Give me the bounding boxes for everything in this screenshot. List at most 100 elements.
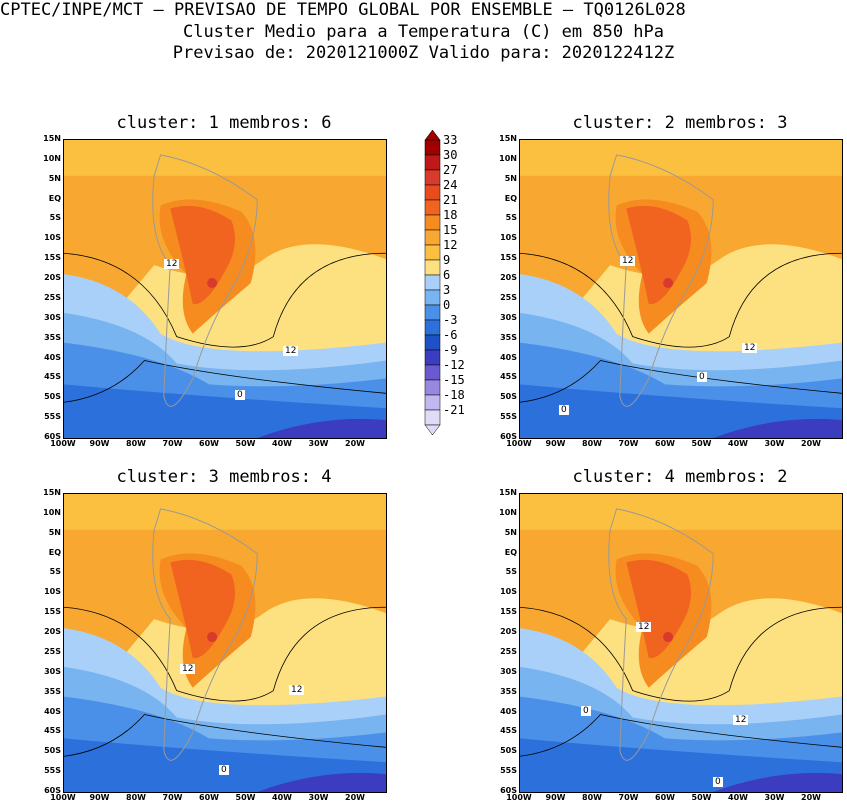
contour-label: 12 (180, 664, 196, 674)
colorbar-label: 0 (443, 298, 451, 312)
latitude-label: 20S (44, 273, 61, 283)
latitude-label: 45S (500, 372, 517, 382)
latitude-label: 35S (44, 686, 61, 696)
longitude-label: 60W (199, 439, 219, 448)
colorbar-label: 3 (443, 283, 451, 297)
latitude-label: 45S (500, 726, 517, 736)
latitude-label: 30S (500, 666, 517, 676)
longitude-label: 50W (235, 439, 256, 448)
panel-title: cluster: 4 membros: 2 (572, 467, 788, 487)
longitude-label: 70W (618, 793, 639, 802)
contour-label: 0 (713, 777, 723, 787)
latitude-label: 10N (43, 153, 61, 163)
longitude-label: 60W (655, 793, 675, 802)
latitude-label: 45S (44, 726, 61, 736)
latitude-label: 20S (500, 273, 517, 283)
longitude-label: 100W (50, 793, 76, 802)
contour-label: 12 (283, 346, 299, 356)
colorbar-label: -6 (443, 328, 458, 342)
latitude-label: 15S (44, 607, 61, 617)
longitude-label: 20W (801, 793, 821, 802)
latitude-label: 30S (44, 312, 61, 322)
latitude-label: EQ (504, 193, 517, 203)
latitude-label: 30S (44, 666, 61, 676)
panel-title: cluster: 3 membros: 4 (116, 467, 332, 487)
colorbar-swatch (424, 229, 441, 246)
latitude-label: 15S (500, 607, 517, 617)
colorbar-swatch (424, 334, 441, 351)
latitude-label: 5N (504, 173, 517, 183)
temperature-map-panel: 12 12 0 0 (519, 139, 843, 439)
latitude-label: 20S (500, 627, 517, 637)
colorbar-swatch (424, 364, 441, 381)
contour-label: 12 (289, 685, 305, 695)
latitude-label: 60S (500, 786, 517, 795)
longitude-label: 40W (272, 439, 292, 448)
latitude-label: 55S (44, 412, 61, 422)
latitude-label: 30S (500, 312, 517, 322)
longitude-label: 60W (655, 439, 675, 448)
latitude-label: 40S (44, 352, 61, 362)
colorbar-label: -18 (443, 388, 465, 402)
longitude-label: 80W (126, 439, 146, 448)
latitude-label: 40S (500, 352, 517, 362)
latitude-label: 40S (44, 706, 61, 716)
latitude-label: 45S (44, 372, 61, 382)
latitude-label: 10S (44, 587, 61, 597)
colorbar-swatch (424, 184, 441, 201)
latitude-label: 35S (44, 332, 61, 342)
longitude-label: 70W (162, 439, 183, 448)
latitude-label: 10S (500, 233, 517, 243)
colorbar-label: 21 (443, 193, 458, 207)
colorbar-label: 18 (443, 208, 458, 222)
colorbar-swatch (424, 304, 441, 321)
contour-label: 12 (164, 259, 180, 269)
latitude-label: 15N (43, 488, 61, 497)
header-line-2: Cluster Medio para a Temperatura (C) em … (182, 22, 665, 42)
latitude-label: 25S (44, 646, 61, 656)
latitude-label: 5S (505, 213, 517, 223)
latitude-label: 25S (500, 292, 517, 302)
latitude-label: 10S (500, 587, 517, 597)
colorbar-swatch (424, 259, 441, 276)
latitude-label: 50S (500, 392, 517, 402)
longitude-label: 90W (545, 439, 566, 448)
temperature-map-panel: 12 12 0 (63, 139, 387, 439)
longitude-label: 70W (162, 793, 183, 802)
longitude-label: 30W (308, 439, 329, 448)
colorbar-swatch (424, 274, 441, 291)
latitude-label: 15S (44, 253, 61, 263)
colorbar-label: 30 (443, 148, 458, 162)
longitude-label: 50W (691, 439, 712, 448)
latitude-label: 50S (500, 746, 517, 756)
latitude-label: EQ (48, 193, 61, 203)
latitude-label: 5S (49, 213, 61, 223)
latitude-label: 5S (505, 567, 517, 577)
longitude-label: 20W (345, 439, 365, 448)
latitude-label: 25S (44, 292, 61, 302)
longitude-label: 20W (801, 439, 821, 448)
colorbar-label: -9 (443, 343, 458, 357)
latitude-label: 10N (43, 507, 61, 517)
longitude-label: 100W (506, 439, 532, 448)
longitude-label: 90W (545, 793, 566, 802)
latitude-label: 10N (499, 153, 517, 163)
longitude-label: 80W (582, 439, 602, 448)
latitude-label: 40S (500, 706, 517, 716)
longitude-label: 100W (50, 439, 76, 448)
colorbar-label: -3 (443, 313, 458, 327)
colorbar-label: 27 (443, 163, 458, 177)
colorbar-label: 24 (443, 178, 458, 192)
contour-label: 0 (559, 405, 569, 415)
colorbar-label: -21 (443, 403, 465, 417)
longitude-label: 50W (235, 793, 256, 802)
latitude-label: 5N (504, 527, 517, 537)
longitude-label: 90W (89, 439, 110, 448)
longitude-label: 30W (764, 793, 785, 802)
colorbar-label: 33 (443, 133, 458, 147)
colorbar-swatch (424, 154, 441, 171)
latitude-label: 20S (44, 627, 61, 637)
contour-label: 0 (581, 706, 591, 716)
latitude-label: EQ (48, 547, 61, 557)
contour-label: 12 (620, 256, 636, 266)
